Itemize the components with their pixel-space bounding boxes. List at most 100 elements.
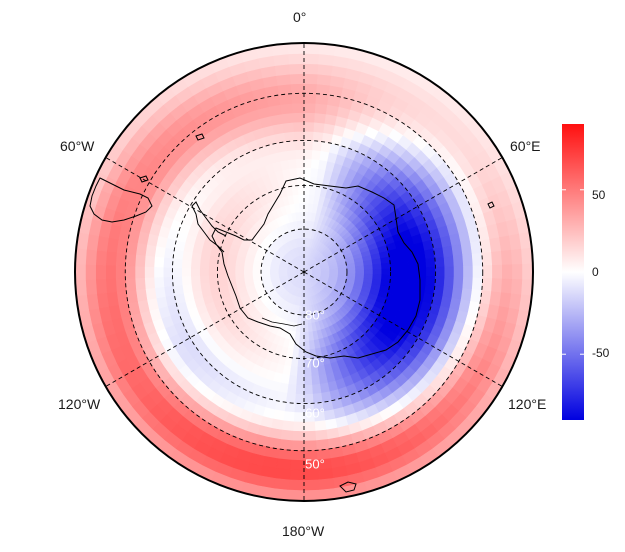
lon-label-120w: 120°W xyxy=(58,396,101,412)
field-cell xyxy=(75,263,76,281)
lat-label-80: 80° xyxy=(305,307,325,323)
field-cell xyxy=(115,277,127,293)
meridian-line xyxy=(96,151,305,273)
field-cell xyxy=(217,268,227,276)
field-cell xyxy=(310,375,321,386)
field-cell xyxy=(181,283,193,294)
field-cell xyxy=(433,247,445,259)
field-cell xyxy=(398,275,409,284)
field-cell xyxy=(154,286,166,299)
field-cell xyxy=(287,158,298,169)
field-cell xyxy=(282,121,295,133)
field-cell xyxy=(512,264,523,280)
field-cell xyxy=(153,266,164,278)
field-cell xyxy=(105,250,117,266)
field-cell xyxy=(316,83,331,96)
lat-label-50: 50° xyxy=(305,456,325,472)
field-cell xyxy=(424,248,436,260)
field-cell xyxy=(172,257,183,269)
field-cell xyxy=(162,256,174,268)
field-cell xyxy=(442,286,454,299)
latitude-circle xyxy=(260,228,348,316)
field-cell xyxy=(290,449,305,461)
field-cell xyxy=(234,273,245,280)
field-cell xyxy=(281,420,294,432)
field-cell xyxy=(75,263,86,281)
field-cell xyxy=(295,158,305,169)
field-cell xyxy=(85,248,98,266)
field-cell xyxy=(144,287,157,301)
field-cell xyxy=(407,275,418,285)
falklands-coastline xyxy=(139,175,149,183)
field-cell xyxy=(288,53,305,65)
field-cell xyxy=(293,402,305,414)
field-cell xyxy=(154,245,166,258)
field-cell xyxy=(303,43,321,55)
field-cell xyxy=(532,263,533,281)
field-cell xyxy=(284,131,296,143)
field-cell xyxy=(408,267,418,277)
field-cell xyxy=(313,121,326,133)
colorbar xyxy=(562,124,584,420)
field-cell xyxy=(318,373,328,385)
field-cell xyxy=(303,43,322,44)
field-cell xyxy=(162,266,173,278)
field-cell xyxy=(303,340,310,351)
field-cell xyxy=(105,264,116,280)
field-cell xyxy=(303,140,314,151)
colorbar-tick-label: -50 xyxy=(592,346,610,360)
field-cell xyxy=(434,256,446,268)
field-cell xyxy=(274,468,291,481)
field-cell xyxy=(278,93,293,105)
field-cell xyxy=(285,140,296,152)
field-cell xyxy=(280,159,290,171)
field-cell xyxy=(280,429,294,442)
field-cell xyxy=(286,383,297,395)
field-cell xyxy=(289,73,305,85)
field-cell xyxy=(277,448,292,461)
field-cell xyxy=(435,266,446,278)
field-cell xyxy=(288,479,305,491)
field-cell xyxy=(153,276,165,289)
field-cell xyxy=(144,243,157,257)
field-cell xyxy=(292,112,305,123)
lon-label-0: 0° xyxy=(293,9,307,25)
field-cell xyxy=(425,257,436,269)
field-cell xyxy=(319,382,330,394)
field-cell xyxy=(443,276,455,289)
field-cell xyxy=(144,276,156,290)
field-cell xyxy=(296,366,305,377)
field-cell xyxy=(303,331,310,342)
field-cell xyxy=(491,278,503,294)
field-cell xyxy=(312,140,323,152)
colorbar-gradient xyxy=(562,124,584,420)
field-cell xyxy=(115,251,127,267)
field-cell xyxy=(243,273,253,279)
field-cell xyxy=(181,258,192,269)
field-cell xyxy=(292,421,305,432)
field-cell xyxy=(318,478,335,491)
field-cell xyxy=(315,439,330,451)
field-cell xyxy=(217,274,227,282)
field-cell xyxy=(416,275,427,286)
lat-label-60: 60° xyxy=(305,405,325,421)
field-cell xyxy=(303,121,315,132)
field-cell xyxy=(303,469,319,481)
field-cell xyxy=(172,267,182,277)
lon-label-180w: 180°W xyxy=(282,523,325,539)
meridian-line xyxy=(96,271,305,393)
lon-label-120e: 120°E xyxy=(508,396,547,412)
field-cell xyxy=(300,220,305,230)
field-raster xyxy=(75,43,533,501)
field-cell xyxy=(303,149,313,160)
field-cell xyxy=(303,384,313,395)
field-cell xyxy=(277,83,292,96)
field-cell xyxy=(208,274,219,283)
field-cell xyxy=(115,265,126,279)
field-cell xyxy=(303,63,319,75)
field-cell xyxy=(510,248,523,266)
field-cell xyxy=(252,273,262,278)
field-cell xyxy=(296,167,305,178)
field-cell xyxy=(125,277,137,292)
